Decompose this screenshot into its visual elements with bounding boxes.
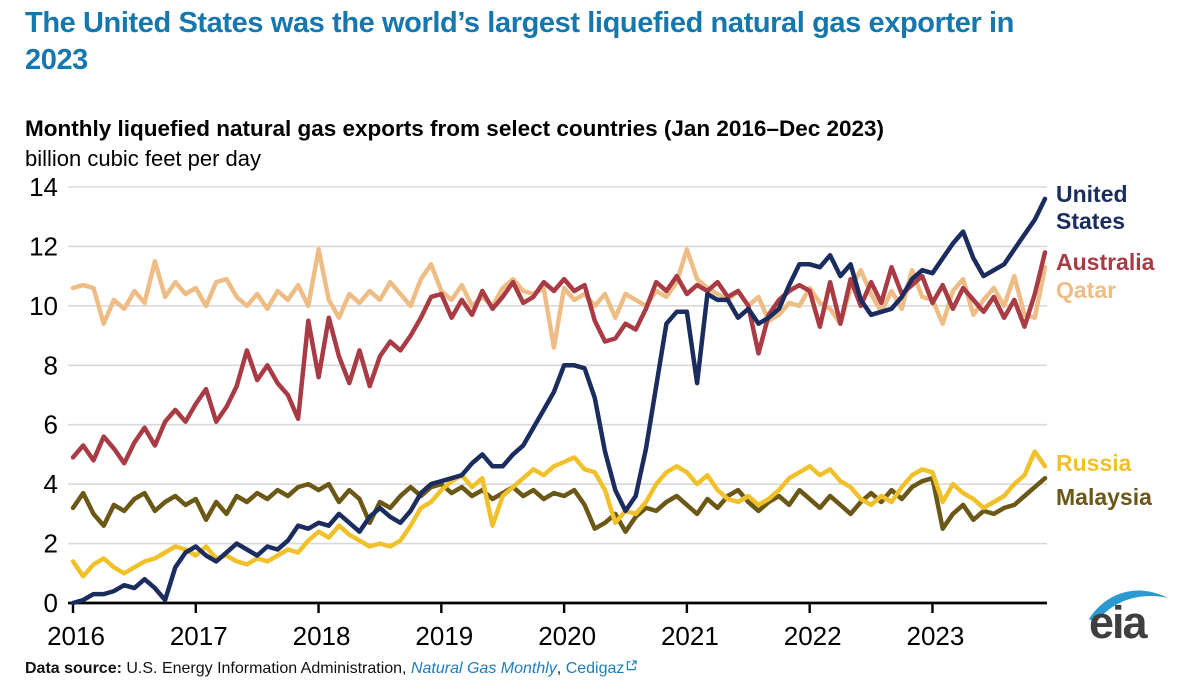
- legend-item-qatar: Qatar: [1056, 277, 1117, 303]
- x-axis-tick-label: 2019: [415, 621, 473, 651]
- data-source-org: U.S. Energy Information Administration,: [126, 660, 411, 677]
- lng-exports-chart: 0 2 4 6 8 10 12 14 2016 2017 2018 2019 2020 2021 2022 2…: [29, 172, 1048, 651]
- x-axis-tick-label: 2020: [538, 621, 596, 651]
- eia-logo: eia: [1085, 583, 1173, 659]
- y-axis-tick-label: 2: [44, 529, 58, 559]
- series-line-australia: [70, 250, 1048, 466]
- page-title-line1: The United States was the world’s larges…: [25, 7, 1014, 39]
- x-axis-tick-label: 2023: [907, 621, 965, 651]
- chart-title: Monthly liquefied natural gas exports fr…: [25, 116, 885, 141]
- y-axis-tick-label: 12: [29, 231, 58, 261]
- data-source-line: Data source: U.S. Energy Information Adm…: [25, 660, 638, 678]
- y-axis-tick-label: 4: [44, 469, 58, 499]
- data-source-label: Data source:: [25, 660, 127, 677]
- legend-item-russia: Russia: [1056, 450, 1132, 476]
- legend-item-australia: Australia: [1056, 249, 1155, 275]
- cedigaz-link[interactable]: Cedigaz: [565, 660, 625, 677]
- eia-logo-text: eia: [1089, 597, 1148, 648]
- data-source-separator: ,: [556, 660, 566, 677]
- y-axis-tick-label: 14: [29, 172, 58, 202]
- y-axis-tick-label: 6: [44, 410, 58, 440]
- series-line-russia: [70, 449, 1048, 579]
- natural-gas-monthly-link[interactable]: Natural Gas Monthly: [410, 660, 557, 677]
- x-axis-tick-label: 2021: [661, 621, 719, 651]
- y-axis-tick-label: 8: [44, 350, 58, 380]
- series-line-qatar: [70, 247, 1048, 350]
- page-title-line2: 2023: [25, 44, 88, 76]
- legend-item-united-states: United States: [1056, 181, 1128, 234]
- chart-unit-label: billion cubic feet per day: [25, 146, 262, 171]
- x-axis-tick-label: 2016: [47, 621, 105, 651]
- x-axis-tick-label: 2017: [170, 621, 228, 651]
- x-axis-tick-label: 2022: [784, 621, 842, 651]
- y-axis-tick-label: 0: [44, 588, 58, 618]
- series-line-malaysia: [70, 475, 1048, 534]
- series-line-united-states: [70, 196, 1048, 606]
- external-link-icon: [627, 660, 638, 671]
- legend-item-malaysia: Malaysia: [1056, 484, 1152, 510]
- x-axis-tick-label: 2018: [293, 621, 351, 651]
- y-axis-tick-label: 10: [29, 291, 58, 321]
- page-title: The United States was the world’s larges…: [25, 5, 1014, 79]
- eia-logo-swoosh-icon: [1089, 590, 1168, 623]
